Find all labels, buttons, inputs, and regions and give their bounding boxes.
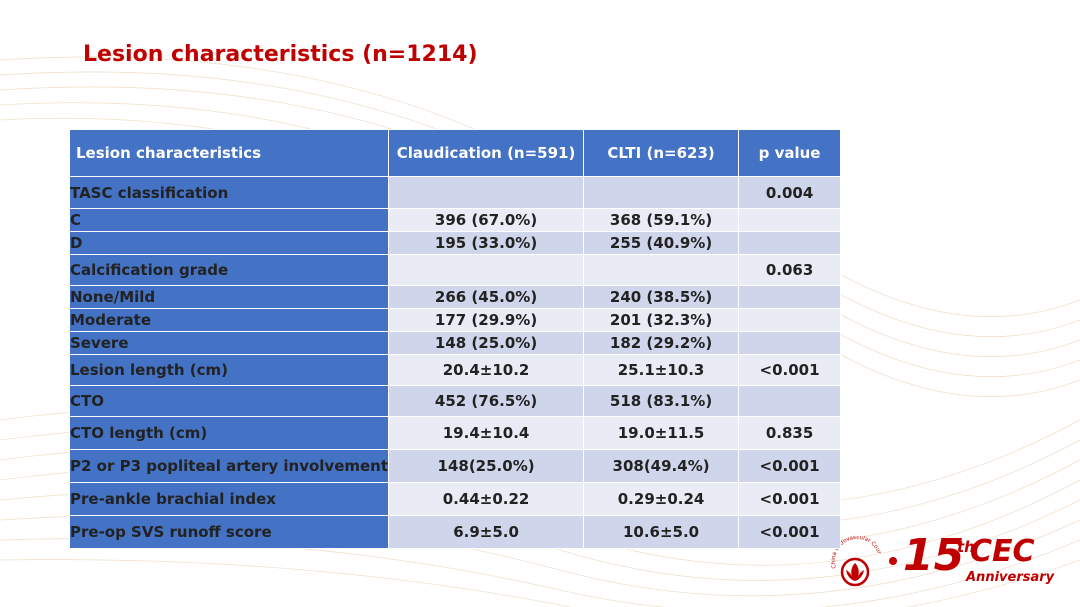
table-row: Pre-ankle brachial index 0.44±0.22 0.29±… [68, 482, 842, 516]
claudication-value: 266 (45.0%) [388, 285, 585, 309]
table-row: D 195 (33.0%) 255 (40.9%) [68, 231, 842, 255]
claudication-value: 452 (76.5%) [388, 385, 585, 417]
claudication-value [388, 176, 585, 209]
claudication-value: 20.4±10.2 [388, 354, 585, 386]
p-value: 0.835 [738, 416, 842, 450]
p-value: <0.001 [738, 354, 842, 386]
claudication-value: 148(25.0%) [388, 449, 585, 483]
clti-value: 25.1±10.3 [583, 354, 740, 386]
table-row: CTO length (cm) 19.4±10.4 19.0±11.5 0.83… [68, 416, 842, 450]
lesion-characteristics-table: Lesion characteristics Claudication (n=5… [68, 129, 842, 549]
claudication-value: 148 (25.0%) [388, 331, 585, 355]
claudication-value: 396 (67.0%) [388, 208, 585, 232]
clti-value: 0.29±0.24 [583, 482, 740, 516]
table-row: None/Mild 266 (45.0%) 240 (38.5%) [68, 285, 842, 309]
table-row: Calcification grade 0.063 [68, 254, 842, 286]
row-label: Moderate [68, 308, 390, 332]
clti-value: 201 (32.3%) [583, 308, 740, 332]
p-value [738, 385, 842, 417]
row-label: CTO [68, 385, 390, 417]
p-value [738, 231, 842, 255]
row-label: Lesion length (cm) [68, 354, 390, 386]
header-clti: CLTI (n=623) [583, 129, 740, 177]
clti-value: 10.6±5.0 [583, 515, 740, 549]
table-row: Lesion length (cm) 20.4±10.2 25.1±10.3 <… [68, 354, 842, 386]
logo-superscript: th [957, 538, 975, 556]
row-label: D [68, 231, 390, 255]
p-value [738, 208, 842, 232]
table-row: Severe 148 (25.0%) 182 (29.2%) [68, 331, 842, 355]
row-label: Pre-op SVS runoff score [68, 515, 390, 549]
table-row: Pre-op SVS runoff score 6.9±5.0 10.6±5.0… [68, 515, 842, 549]
claudication-value: 6.9±5.0 [388, 515, 585, 549]
table-row: CTO 452 (76.5%) 518 (83.1%) [68, 385, 842, 417]
row-label: C [68, 208, 390, 232]
table-row: TASC classification 0.004 [68, 176, 842, 209]
slide-title: Lesion characteristics (n=1214) [83, 42, 478, 67]
header-lesion-characteristics: Lesion characteristics [68, 129, 390, 177]
logo-dot [889, 557, 897, 565]
row-label: TASC classification [68, 176, 390, 209]
claudication-value: 19.4±10.4 [388, 416, 585, 450]
clti-value: 240 (38.5%) [583, 285, 740, 309]
row-label: P2 or P3 popliteal artery involvement [68, 449, 390, 483]
table-row: C 396 (67.0%) 368 (59.1%) [68, 208, 842, 232]
table-row: P2 or P3 popliteal artery involvement 14… [68, 449, 842, 483]
p-value [738, 285, 842, 309]
clti-value [583, 254, 740, 286]
row-label: Calcification grade [68, 254, 390, 286]
claudication-value: 177 (29.9%) [388, 308, 585, 332]
row-label: Severe [68, 331, 390, 355]
clti-value: 182 (29.2%) [583, 331, 740, 355]
clti-value: 255 (40.9%) [583, 231, 740, 255]
p-value: 0.004 [738, 176, 842, 209]
header-p-value: p value [738, 129, 842, 177]
claudication-value [388, 254, 585, 286]
header-claudication: Claudication (n=591) [388, 129, 585, 177]
table-row: Moderate 177 (29.9%) 201 (32.3%) [68, 308, 842, 332]
clti-value: 19.0±11.5 [583, 416, 740, 450]
p-value [738, 331, 842, 355]
claudication-value: 195 (33.0%) [388, 231, 585, 255]
clti-value: 518 (83.1%) [583, 385, 740, 417]
p-value [738, 308, 842, 332]
row-label: None/Mild [68, 285, 390, 309]
row-label: CTO length (cm) [68, 416, 390, 450]
row-label: Pre-ankle brachial index [68, 482, 390, 516]
table-header-row: Lesion characteristics Claudication (n=5… [68, 129, 842, 177]
p-value: 0.063 [738, 254, 842, 286]
p-value: <0.001 [738, 449, 842, 483]
clti-value: 368 (59.1%) [583, 208, 740, 232]
p-value: <0.001 [738, 482, 842, 516]
clti-value [583, 176, 740, 209]
logo-name: CEC [970, 534, 1035, 569]
logo-number: 15 [903, 530, 965, 581]
p-value: <0.001 [738, 515, 842, 549]
claudication-value: 0.44±0.22 [388, 482, 585, 516]
logo-subtitle: Anniversary [966, 570, 1055, 585]
clti-value: 308(49.4%) [583, 449, 740, 483]
